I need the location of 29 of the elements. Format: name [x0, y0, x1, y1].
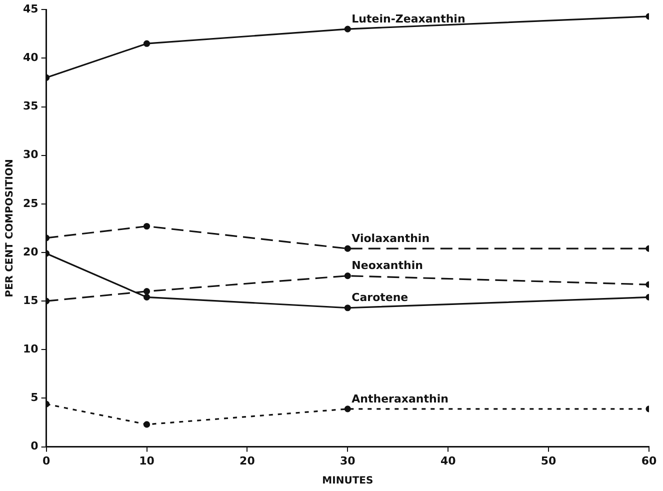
- x-tick-label: 10: [139, 454, 155, 468]
- y-tick-label: 45: [22, 2, 38, 16]
- y-tick-label: 5: [30, 391, 38, 404]
- point: [344, 272, 351, 280]
- y-tick-label: 40: [22, 51, 39, 64]
- point: [344, 26, 351, 32]
- point: [344, 304, 351, 312]
- x-tick-label: 0: [42, 454, 50, 468]
- point: [344, 245, 351, 252]
- series-label: Neoxanthin: [352, 259, 423, 272]
- series-label: Lutein-Zeaxanthin: [352, 12, 466, 26]
- y-axis-title: PER CENT COMPOSITION: [4, 159, 16, 298]
- x-tick-label: 30: [340, 454, 356, 468]
- series-label: Violaxanthin: [352, 232, 430, 245]
- point: [344, 406, 351, 412]
- x-tick-label: 60: [641, 454, 657, 468]
- y-tick-label: 35: [22, 100, 38, 113]
- y-tick-label: 10: [22, 342, 39, 356]
- x-tick-label: 50: [540, 454, 557, 468]
- y-tick-label: 15: [22, 294, 38, 307]
- x-tick-label: 40: [440, 454, 456, 468]
- series-label: Antheraxanthin: [352, 392, 448, 406]
- y-tick-label: 0: [30, 440, 39, 453]
- y-tick-label: 25: [22, 196, 38, 210]
- series-label: Carotene: [352, 291, 408, 304]
- y-tick-label: 30: [22, 148, 39, 162]
- y-tick-label: 20: [22, 245, 39, 258]
- x-tick-label: 20: [240, 454, 256, 468]
- x-axis-title: MINUTES: [322, 476, 374, 487]
